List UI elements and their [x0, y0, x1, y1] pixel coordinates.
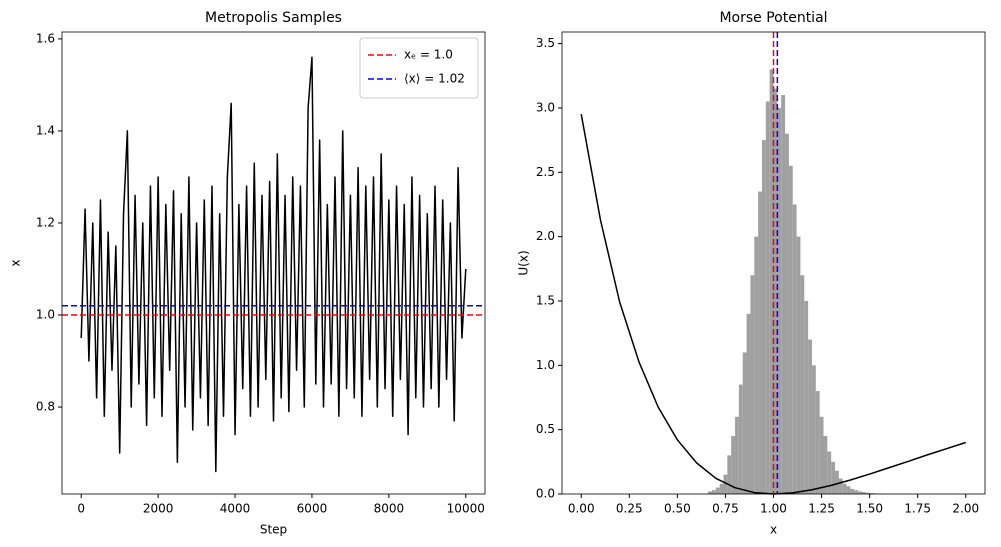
chart-title: Morse Potential — [719, 10, 827, 26]
histogram-bar — [788, 165, 793, 494]
histogram-bar — [796, 236, 801, 494]
y-tick-label: 3.5 — [536, 36, 555, 50]
histogram-bar — [785, 133, 789, 494]
histogram-bar — [808, 339, 812, 494]
histogram-bar — [719, 483, 724, 494]
histogram-bar — [804, 300, 809, 494]
y-tick-label: 0.0 — [536, 487, 555, 501]
y-tick-label: 3.0 — [536, 100, 555, 114]
x-axis-label: x — [770, 523, 777, 537]
x-tick-label: 1.00 — [760, 502, 787, 516]
data-line — [80, 56, 467, 473]
histogram-bar — [800, 275, 805, 494]
histogram-bar — [742, 352, 747, 494]
x-tick-label: 0.25 — [616, 502, 643, 516]
y-tick-label: 1.0 — [536, 358, 555, 372]
histogram-bar — [819, 416, 824, 494]
y-tick-label: 1.4 — [36, 123, 55, 137]
histogram-bar — [708, 491, 712, 494]
legend-label: ⟨x⟩ = 1.02 — [404, 72, 465, 86]
y-tick-label: 2.0 — [536, 229, 555, 243]
legend-label: xₑ = 1.0 — [404, 48, 453, 62]
histogram-bar — [838, 478, 843, 494]
y-tick-label: 1.5 — [536, 293, 555, 307]
histogram-bar — [850, 488, 855, 494]
axes-frame — [561, 31, 986, 495]
axes: Metropolis Samples Step x 0 2000 4000 6000 8000… — [9, 10, 486, 537]
legend-box — [359, 37, 479, 99]
y-axis-label: U(x) — [517, 250, 531, 275]
histogram-bar — [865, 492, 870, 494]
y-axis-label: x — [9, 259, 23, 266]
histogram-bar — [831, 461, 836, 494]
x-tick-label: 2.00 — [952, 502, 979, 516]
histogram-bar — [811, 365, 816, 494]
y-tick-label: 1.6 — [36, 31, 55, 45]
histogram-bar — [750, 275, 755, 494]
x-tick-label: 8000 — [374, 502, 405, 516]
x-tick-label: 1.25 — [808, 502, 835, 516]
histogram-bar — [815, 391, 820, 494]
histogram-bar — [861, 492, 866, 494]
histogram-bar — [835, 470, 839, 494]
y-tick-label: 1.2 — [36, 215, 55, 229]
histogram-bar — [731, 436, 736, 494]
histogram-bar — [858, 491, 862, 494]
histogram-bar — [777, 107, 782, 494]
histogram-bar — [773, 88, 778, 494]
histogram-bar — [823, 436, 828, 494]
x-tick-label: 0 — [77, 502, 85, 516]
histogram-bar — [735, 416, 739, 494]
x-axis-label: Step — [260, 523, 287, 537]
histogram-bar — [827, 451, 832, 494]
histogram-bar — [761, 140, 766, 494]
x-tick-label: 2000 — [143, 502, 174, 516]
x-tick-label: 10000 — [447, 502, 485, 516]
axes-frame — [61, 31, 486, 495]
histogram-bar — [842, 483, 847, 494]
x-tick-label: 1.75 — [904, 502, 931, 516]
histogram-bar — [738, 384, 743, 494]
y-tick-label: 2.5 — [536, 165, 555, 179]
y-tick-label: 0.5 — [536, 422, 555, 436]
x-tick-label: 0.00 — [568, 502, 595, 516]
histogram-bar — [723, 474, 728, 494]
histogram-bar — [781, 95, 786, 494]
histogram-bar — [869, 492, 874, 494]
histogram-bar — [846, 486, 851, 494]
y-tick-label: 1.0 — [36, 307, 55, 321]
histogram-bar — [715, 487, 720, 494]
histogram-bar — [711, 490, 716, 494]
histogram-bar — [758, 191, 762, 494]
histogram-bar — [765, 101, 770, 494]
histogram-bar — [854, 490, 859, 494]
histogram-bar — [727, 455, 732, 494]
x-tick-label: 0.75 — [712, 502, 739, 516]
x-tick-label: 4000 — [220, 502, 251, 516]
x-tick-label: 0.50 — [664, 502, 691, 516]
chart-title: Metropolis Samples — [205, 10, 342, 26]
x-tick-label: 1.50 — [856, 502, 883, 516]
y-tick-label: 0.8 — [36, 400, 55, 414]
histogram-bar — [754, 236, 759, 494]
histogram-bar — [769, 69, 774, 494]
x-tick-label: 6000 — [297, 502, 328, 516]
histogram-bar — [746, 313, 751, 494]
histogram-bar — [792, 204, 797, 494]
